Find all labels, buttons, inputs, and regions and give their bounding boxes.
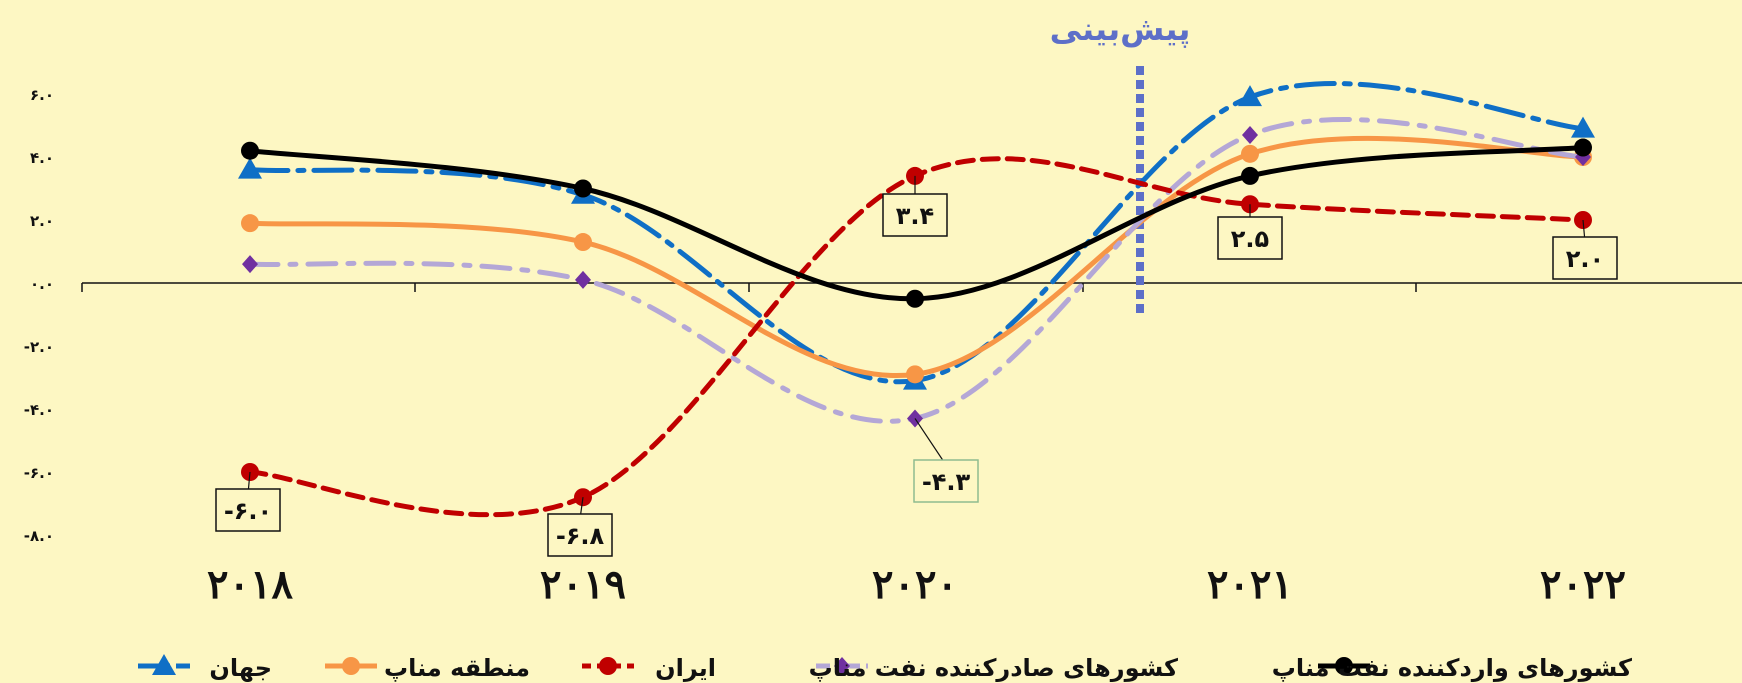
axes-group: ۶.۰ ۴.۰ ۲.۰ ۰.۰ -۲.۰ -۴.۰ -۶.۰ -۸.۰ ۲۰۱۸ ۲۰۱۹ ۲۰۲۰… [24,10,1742,608]
data-label-iran-1-text: -۶.۸ [556,522,605,550]
legend-item-mena-oil-exporters: کشورهای صادرکننده نفت مناپ [809,654,1178,682]
legend-swatch-marker-mena-oil-exporters [834,657,850,675]
legend-label-mena-oil-importers: کشورهای واردکننده نفت مناپ [1272,654,1632,682]
x-tick-label: ۲۰۱۸ [207,561,293,608]
marker-mena-oil-importers-1 [574,179,592,198]
data-label-iran-3-text: ۲.۵ [1231,225,1269,253]
data-label-iran-3-box [1217,216,1283,260]
data-label-iran-2: ۳.۴ [882,175,948,237]
marker-mena-3 [1241,144,1259,163]
marker-mena-0 [241,214,259,233]
marker-world-0 [238,157,262,179]
marker-mena-oil-exporters-0 [242,255,258,274]
y-tick-label: ۰.۰ [30,275,54,293]
marker-mena-2 [906,365,924,384]
legend-item-iran: ایران [582,654,716,682]
legend-label-mena: منطقه مناپ [384,654,530,682]
marker-mena-oil-importers-4 [1574,138,1592,157]
x-tick-label: ۲۰۲۱ [1207,561,1293,608]
legend-swatch-marker-iran [599,657,617,675]
series-mena-oil-importers [241,138,1592,308]
legend-label-mena-oil-exporters: کشورهای صادرکننده نفت مناپ [809,654,1178,682]
y-tick-label: -۲.۰ [24,338,54,356]
series-line-iran [247,156,1586,518]
data-label-exporters-2-text: -۴.۳ [922,468,971,496]
legend: کشورهای واردکننده نفت مناپ کشورهای صادرکن… [138,654,1632,682]
y-tick-label: -۸.۰ [24,527,54,545]
data-label-iran-4-text: ۲.۰ [1566,245,1604,273]
data-label-iran-0-box [215,488,281,532]
marker-mena-oil-importers-0 [241,141,259,160]
legend-item-mena-oil-importers: کشورهای واردکننده نفت مناپ [1272,654,1632,682]
data-label-iran-0: -۶.۰ [215,471,281,532]
y-tick-label: ۶.۰ [30,86,54,104]
y-tick-label: -۴.۰ [24,401,54,419]
data-label-exporters-2-box [913,459,979,503]
data-label-iran-3: ۲.۵ [1217,204,1283,260]
legend-item-world: جهان [138,654,272,682]
marker-world-4 [1571,116,1595,138]
marker-mena-oil-importers-3 [1241,166,1259,185]
marker-world-3 [1238,85,1262,107]
data-label-exporters-2-leader [914,418,947,466]
series-mena [241,135,1592,384]
legend-swatch-marker-mena [342,657,360,675]
data-label-iran-2-box [882,193,948,237]
marker-mena-oil-exporters-1 [575,270,591,289]
data-label-iran-0-text: -۶.۰ [224,497,272,525]
data-label-iran-2-text: ۳.۴ [896,202,934,230]
x-tick-label: ۲۰۲۰ [872,561,958,608]
legend-swatch-marker-world [152,654,176,675]
legend-label-iran: ایران [655,654,716,682]
x-tick-label: ۲۰۲۲ [1540,561,1626,608]
legend-label-world: جهان [209,654,272,682]
legend-item-mena: منطقه مناپ [325,654,530,682]
data-label-iran-4: ۲.۰ [1552,219,1618,280]
data-label-iran-1-box [547,513,613,557]
x-tick-label: ۲۰۱۹ [540,561,626,608]
legend-swatch-marker-mena-oil-importers [1335,657,1353,675]
series-group [238,81,1595,518]
data-label-iran-1: -۶.۸ [547,497,613,557]
y-tick-label: ۲.۰ [30,212,54,230]
data-labels-group: -۶.۰ -۶.۸ ۳.۴ ۲.۵ ۲.۰ -۴.۳ [215,175,1618,557]
data-label-exporters-2: -۴.۳ [913,418,979,503]
marker-mena-oil-exporters-3 [1242,125,1258,144]
marker-mena-1 [574,233,592,252]
forecast-label: پیش‌بینی [1050,10,1191,48]
marker-mena-oil-importers-2 [906,289,924,308]
y-tick-label: ۴.۰ [30,149,54,167]
data-label-iran-4-box [1552,236,1618,280]
y-tick-label: -۶.۰ [24,464,54,482]
